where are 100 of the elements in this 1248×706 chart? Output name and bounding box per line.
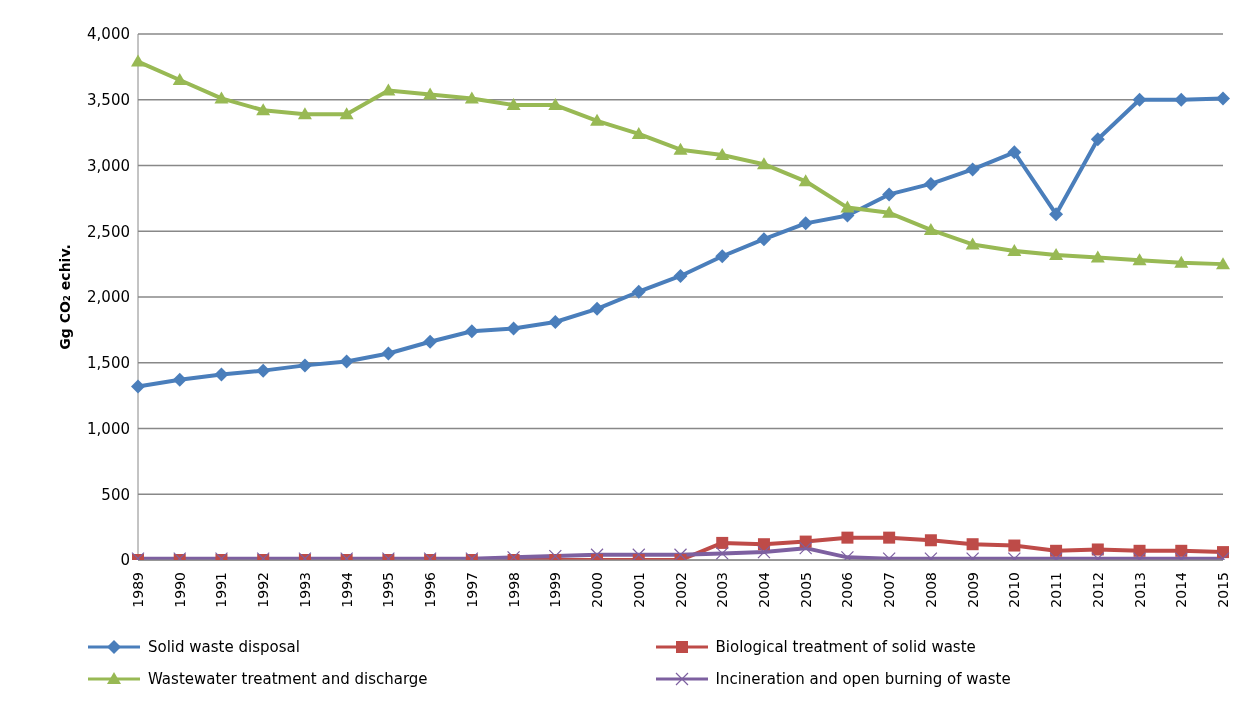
y-tick-label: 2,000 <box>87 288 130 307</box>
point <box>631 284 646 299</box>
point <box>214 91 229 104</box>
y-axis-title: Gg CO₂ echiv. <box>57 244 73 350</box>
y-tick-label: 0 <box>120 551 130 570</box>
x-tick-label: 1997 <box>463 572 480 608</box>
point <box>1174 255 1189 268</box>
point <box>882 205 897 218</box>
point <box>423 334 438 349</box>
point <box>923 222 938 235</box>
x-tick-label: 1994 <box>338 571 355 608</box>
point <box>840 200 855 213</box>
x-tick-label: 1991 <box>213 572 230 608</box>
legend-label: Incineration and open burning of waste <box>715 670 1011 688</box>
point <box>297 107 312 120</box>
point <box>1175 544 1188 557</box>
point <box>131 379 145 394</box>
x-tick-label: 2015 <box>1215 572 1231 608</box>
point <box>1049 247 1064 260</box>
y-tick-label: 1,000 <box>87 419 130 438</box>
point <box>1090 132 1105 147</box>
legend-label: Biological treatment of solid waste <box>715 638 976 656</box>
y-tick-label: 3,500 <box>87 91 130 110</box>
x-tick-label: 1996 <box>422 571 439 608</box>
x-tick-label: 2000 <box>589 572 606 608</box>
legend-label: Wastewater treatment and discharge <box>148 670 428 688</box>
point <box>590 548 604 560</box>
point <box>423 87 438 100</box>
point <box>716 536 729 549</box>
x-tick-label: 2010 <box>1006 572 1023 608</box>
point <box>1007 243 1022 256</box>
point <box>799 541 813 555</box>
point <box>841 531 854 544</box>
point <box>882 187 897 202</box>
point <box>673 142 688 155</box>
point <box>1216 257 1230 270</box>
x-tick-label: 1995 <box>380 572 397 608</box>
point <box>172 372 187 387</box>
point <box>1174 92 1189 107</box>
point <box>548 314 563 329</box>
y-tick-label: 3,000 <box>87 156 130 175</box>
point <box>632 548 646 560</box>
y-tick-label: 4,000 <box>87 25 130 44</box>
point <box>923 176 938 191</box>
x-tick-label: 1993 <box>296 572 313 608</box>
point <box>883 531 896 544</box>
point <box>1090 250 1105 263</box>
x-tick-label: 2001 <box>630 572 647 608</box>
point <box>715 546 729 560</box>
point <box>131 54 145 67</box>
x-tick-label: 2013 <box>1131 572 1148 608</box>
x-tick-label: 2011 <box>1048 572 1065 608</box>
point <box>798 216 813 231</box>
point <box>506 321 521 336</box>
x-tick-label: 2002 <box>672 572 689 608</box>
y-tick-label: 2,500 <box>87 222 130 241</box>
x-tick-label: 1990 <box>171 572 188 608</box>
point <box>548 98 563 111</box>
y-tick-label: 500 <box>101 485 130 504</box>
legend-label: Solid waste disposal <box>148 638 300 656</box>
point <box>1132 253 1147 266</box>
point <box>172 73 187 86</box>
point <box>506 98 521 111</box>
point <box>1216 91 1230 106</box>
point <box>631 126 646 139</box>
x-tick-label: 2009 <box>964 572 981 608</box>
point <box>381 83 396 96</box>
point <box>548 549 562 560</box>
point <box>965 237 980 250</box>
x-tick-label: 2006 <box>839 571 856 608</box>
point <box>590 301 605 316</box>
point <box>715 147 730 160</box>
point <box>464 91 479 104</box>
point <box>339 107 354 120</box>
point <box>1007 145 1022 160</box>
point <box>1132 92 1147 107</box>
point <box>757 545 771 559</box>
point <box>756 232 771 247</box>
y-tick-label: 1,500 <box>87 354 130 373</box>
x-tick-label: 2014 <box>1173 571 1190 608</box>
point <box>381 346 396 361</box>
x-tick-label: 1999 <box>547 572 564 608</box>
x-tick-label: 2005 <box>797 572 814 608</box>
point <box>1008 539 1021 552</box>
point <box>673 268 688 283</box>
point <box>214 367 229 382</box>
point <box>798 174 813 187</box>
x-tick-label: 2004 <box>755 571 772 608</box>
point <box>965 162 980 177</box>
point <box>256 363 271 378</box>
x-tick-label: 2003 <box>714 572 731 608</box>
point <box>756 157 771 170</box>
x-tick-label: 1989 <box>130 572 146 608</box>
point <box>673 548 688 560</box>
point <box>339 354 354 369</box>
point <box>1091 543 1104 556</box>
point <box>256 103 271 116</box>
point <box>297 358 312 373</box>
point <box>715 249 730 264</box>
point <box>464 324 479 339</box>
